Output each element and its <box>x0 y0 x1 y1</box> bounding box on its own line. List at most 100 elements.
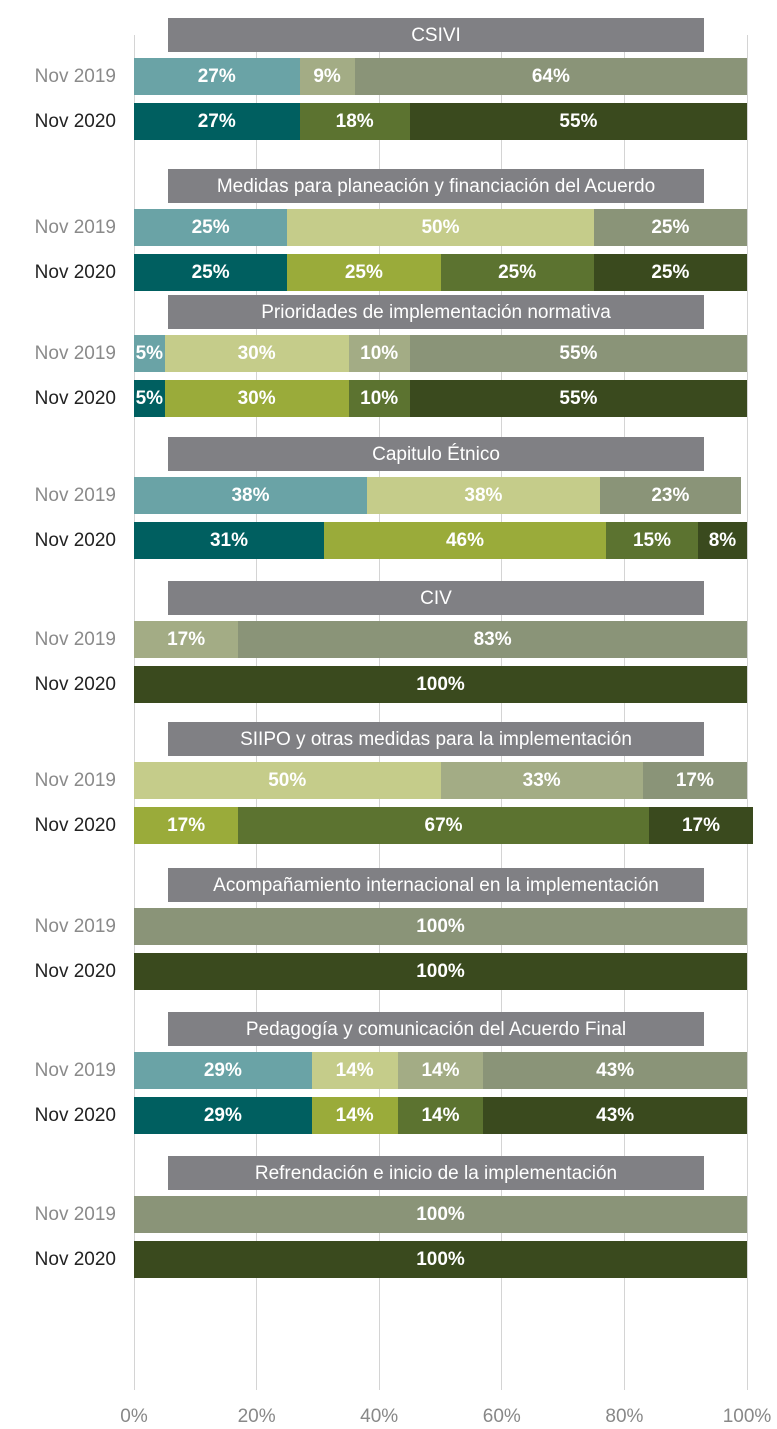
bar-segment: 25% <box>593 209 747 246</box>
value-label: 43% <box>596 1105 635 1126</box>
group-title: Medidas para planeación y financiación d… <box>168 169 704 203</box>
bar-segment: 38% <box>366 477 600 514</box>
bar-segment: 5% <box>134 335 165 372</box>
bar-segment: 25% <box>134 254 288 291</box>
bar-segment: 43% <box>483 1052 747 1089</box>
value-label: 17% <box>167 629 206 650</box>
group-title: CIV <box>168 581 704 615</box>
bar-segment: 100% <box>134 908 747 945</box>
value-label: 5% <box>135 388 164 409</box>
row-label: Nov 2020 <box>34 111 116 132</box>
bar-segment: 30% <box>164 335 349 372</box>
bar-segment: 83% <box>238 621 747 658</box>
bar-segment: 25% <box>593 254 747 291</box>
value-label: 25% <box>191 262 230 283</box>
value-label: 27% <box>197 111 236 132</box>
bar-segment: 17% <box>642 762 747 799</box>
bar-segment: 17% <box>134 621 239 658</box>
row-label: Nov 2020 <box>34 674 116 695</box>
bar-segment: 14% <box>311 1097 398 1134</box>
group-title: Refrendación e inicio de la implementaci… <box>168 1156 704 1190</box>
value-label: 100% <box>416 916 465 937</box>
grid-line <box>378 35 380 1390</box>
bar-segment: 17% <box>648 807 754 844</box>
value-label: 33% <box>522 770 561 791</box>
bar-segment: 27% <box>134 103 300 140</box>
x-tick-label: 80% <box>605 1406 644 1427</box>
value-label: 64% <box>531 66 570 87</box>
bar-segment: 100% <box>134 666 747 703</box>
value-label: 18% <box>335 111 374 132</box>
row-label: Nov 2020 <box>34 530 116 551</box>
value-label: 38% <box>464 485 503 506</box>
bar-segment: 29% <box>134 1097 312 1134</box>
value-label: 100% <box>416 674 465 695</box>
bar-segment: 100% <box>134 953 747 990</box>
value-label: 100% <box>416 1249 465 1270</box>
bar-segment: 55% <box>409 335 747 372</box>
row-label: Nov 2020 <box>34 815 116 836</box>
value-label: 23% <box>651 485 690 506</box>
value-label: 55% <box>559 343 598 364</box>
bar-segment: 14% <box>311 1052 398 1089</box>
value-label: 15% <box>632 530 671 551</box>
row-label: Nov 2019 <box>34 485 116 506</box>
value-label: 43% <box>596 1060 635 1081</box>
bar-segment: 17% <box>134 807 239 844</box>
bar-segment: 25% <box>134 209 288 246</box>
row-label: Nov 2019 <box>34 916 116 937</box>
bar-segment: 33% <box>440 762 643 799</box>
x-tick-label: 40% <box>360 1406 399 1427</box>
value-label: 10% <box>360 343 399 364</box>
bar-segment: 15% <box>606 522 698 559</box>
value-label: 27% <box>197 66 236 87</box>
bar-segment: 29% <box>134 1052 312 1089</box>
bar-segment: 64% <box>354 58 747 95</box>
bar-segment: 14% <box>397 1097 484 1134</box>
row-label: Nov 2020 <box>34 388 116 409</box>
grid-line <box>623 35 625 1390</box>
value-label: 10% <box>360 388 399 409</box>
value-label: 5% <box>135 343 164 364</box>
bar-segment: 8% <box>697 522 747 559</box>
x-tick-label: 60% <box>482 1406 521 1427</box>
row-label: Nov 2019 <box>34 66 116 87</box>
bar-segment: 50% <box>134 762 441 799</box>
bar-segment: 100% <box>134 1196 747 1233</box>
row-label: Nov 2019 <box>34 1060 116 1081</box>
row-label: Nov 2019 <box>34 1204 116 1225</box>
bar-segment: 23% <box>599 477 741 514</box>
row-label: Nov 2020 <box>34 1249 116 1270</box>
bar-segment: 67% <box>238 807 649 844</box>
bar-segment: 55% <box>409 103 747 140</box>
row-label: Nov 2019 <box>34 217 116 238</box>
bar-segment: 55% <box>409 380 747 417</box>
bar-segment: 46% <box>324 522 606 559</box>
bar-segment: 10% <box>348 380 410 417</box>
value-label: 55% <box>559 111 598 132</box>
bar-segment: 18% <box>299 103 410 140</box>
value-label: 100% <box>416 1204 465 1225</box>
grid-line <box>133 35 135 1390</box>
bar-segment: 30% <box>164 380 349 417</box>
grid-line <box>501 35 503 1390</box>
value-label: 55% <box>559 388 598 409</box>
value-label: 50% <box>421 217 460 238</box>
bar-segment: 25% <box>287 254 441 291</box>
value-label: 100% <box>416 961 465 982</box>
bar-segment: 14% <box>397 1052 484 1089</box>
value-label: 67% <box>424 815 463 836</box>
row-label: Nov 2020 <box>34 262 116 283</box>
bar-segment: 38% <box>134 477 367 514</box>
group-title: Prioridades de implementación normativa <box>168 295 704 329</box>
value-label: 14% <box>335 1060 374 1081</box>
bar-segment: 50% <box>287 209 594 246</box>
row-label: Nov 2020 <box>34 1105 116 1126</box>
value-label: 25% <box>651 262 690 283</box>
bar-segment: 5% <box>134 380 165 417</box>
grid-line <box>746 35 748 1390</box>
value-label: 83% <box>473 629 512 650</box>
x-tick-label: 0% <box>120 1406 148 1427</box>
group-title: Acompañamiento internacional en la imple… <box>168 868 704 902</box>
